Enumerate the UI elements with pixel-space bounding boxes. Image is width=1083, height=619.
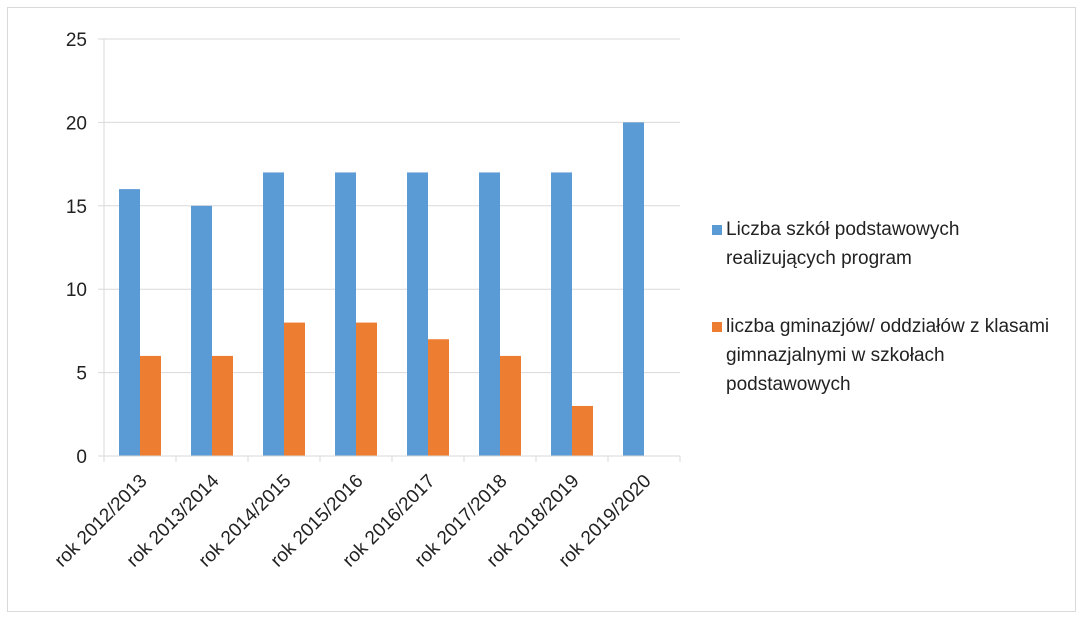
legend-item-series-2: liczba gminazjów/ oddziałów z klasami gi… [712,312,1052,399]
bar-series-1 [263,172,284,456]
bars [119,122,644,457]
bar-series-2 [428,339,449,456]
bar-series-2 [572,405,593,456]
bar-series-2 [140,355,161,456]
y-tick-label: 0 [76,447,87,468]
y-tick-label: 10 [66,280,87,301]
bar-series-1 [119,189,140,456]
y-tick-label: 15 [66,197,87,218]
y-tick-label: 5 [76,364,87,385]
legend-label-series-1: Liczba szkół podstawowych realizujących … [726,219,960,269]
bar-series-1 [551,172,572,456]
bar-series-1 [623,122,644,457]
legend: Liczba szkół podstawowych realizujących … [712,215,1052,438]
y-tick-label: 25 [66,30,87,51]
legend-item-series-1: Liczba szkół podstawowych realizujących … [712,215,1052,273]
bar-series-1 [335,172,356,456]
chart-frame [7,7,1076,612]
bar-series-1 [479,172,500,456]
bar-series-1 [191,205,212,456]
bar-series-1 [407,172,428,456]
legend-swatch-series-2 [712,322,722,332]
bar-series-2 [500,355,521,456]
bar-series-2 [212,355,233,456]
bar-series-2 [284,322,305,456]
legend-swatch-series-1 [712,225,722,235]
bar-series-2 [356,322,377,456]
legend-label-series-2: liczba gminazjów/ oddziałów z klasami gi… [726,316,1050,395]
y-tick-label: 20 [66,113,87,134]
gridlines [104,38,680,374]
